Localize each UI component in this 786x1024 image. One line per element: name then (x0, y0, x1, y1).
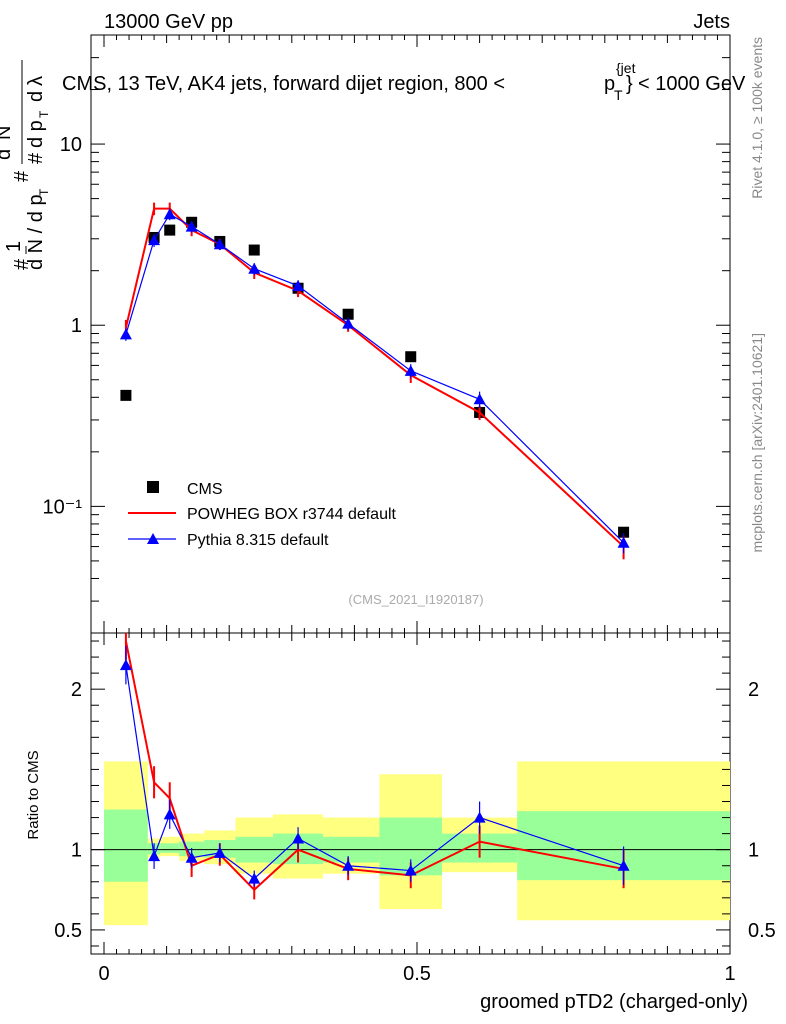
ratio-y-tick-label-left-0: 0.5 (54, 920, 82, 942)
svg-text:λ: λ (25, 76, 47, 86)
svg-text:T: T (37, 110, 51, 118)
main-axis-ticks: 10⁻¹ 1 10 (43, 34, 731, 634)
svg-text:#: # (11, 258, 33, 270)
ratio-ylabel: Ratio to CMS (25, 750, 42, 839)
ratio-pythia-point-10 (617, 859, 630, 871)
pythia-point-7 (342, 317, 355, 329)
ratio-y-tick-label-right-2: 2 (748, 679, 759, 701)
svg-text:d p: d p (25, 120, 47, 148)
x-tick-label-2: 1 (724, 963, 735, 985)
ratio-pythia-point-2 (163, 808, 176, 820)
pythia-point-5 (248, 262, 261, 274)
ratio-pythia-point-3 (185, 851, 198, 863)
ratio-pythia-point-5 (248, 872, 261, 884)
ratio-y-tick-label-right-0: 0.5 (748, 920, 776, 942)
pythia-point-3 (185, 220, 198, 232)
ratio-y-tick-label-left-1: 1 (71, 840, 82, 862)
chart-title: CMS, 13 TeV, AK4 jets, forward dijet reg… (62, 60, 746, 103)
ratio-y-tick-label-left-2: 2 (71, 679, 82, 701)
main-y-tick-label-1: 1 (71, 315, 82, 337)
title-text-pre: CMS, 13 TeV, AK4 jets, forward dijet reg… (62, 73, 505, 95)
title-text-sup: {jet (616, 60, 636, 76)
title-text-post: < 1000 GeV (638, 73, 746, 95)
rivet-version-label: Rivet 4.1.0, ≥ 100k events (749, 37, 765, 199)
pythia-point-9 (473, 393, 486, 405)
band-stat-0 (104, 809, 148, 882)
cms-point-0 (120, 389, 132, 401)
legend-marker-cms (147, 481, 159, 493)
header-energy: 13000 GeV pp (104, 11, 233, 33)
cms-point-2 (164, 224, 176, 236)
band-stat-2 (160, 843, 180, 853)
cms-point-8 (405, 351, 417, 363)
main-series (119, 202, 630, 560)
svg-text:d: d (0, 149, 15, 160)
ratio-pythia-point-8 (404, 864, 417, 876)
ratio-pythia-point-4 (213, 846, 226, 858)
x-tick-label-1: 0.5 (403, 963, 431, 985)
header-category: Jets (693, 11, 730, 33)
legend-label-cms: CMS (187, 481, 223, 498)
legend-label-powheg: POWHEG BOX r3744 default (187, 506, 397, 523)
ratio-pythia-point-9 (473, 811, 486, 823)
pythia-point-0 (119, 328, 132, 340)
title-text-p: p (604, 73, 615, 95)
svg-text:N: N (0, 126, 15, 140)
pythia-point-1 (148, 234, 161, 246)
legend: CMS POWHEG BOX r3744 default Pythia 8.31… (128, 481, 397, 549)
analysis-watermark: (CMS_2021_I1920187) (348, 592, 483, 607)
title-text-close: } (626, 73, 633, 95)
ratio-pythia-point-1 (148, 850, 161, 862)
cms-point-7 (342, 308, 354, 320)
main-y-tick-label-2: 10 (60, 134, 82, 156)
cms-point-10 (618, 526, 630, 538)
uncertainty-bands (91, 761, 730, 926)
x-axis-label: groomed pTD2 (charged-only) (480, 991, 748, 1013)
main-ylabel: # 1 d N / d p T # d 2 N # d p T d λ (0, 60, 51, 270)
title-text-sub: T (614, 87, 623, 103)
ratio-pythia-point-7 (342, 859, 355, 871)
legend-marker-pythia (147, 533, 159, 544)
cms-point-5 (248, 244, 260, 256)
x-tick-label-0: 0 (98, 963, 109, 985)
legend-label-pythia: Pythia 8.315 default (187, 532, 329, 549)
pythia-point-2 (163, 208, 176, 220)
svg-text:2: 2 (0, 141, 3, 148)
pythia-point-8 (404, 364, 417, 376)
pythia-point-10 (617, 536, 630, 548)
svg-text:d: d (25, 91, 47, 102)
main-y-tick-label-0: 10⁻¹ (43, 496, 83, 518)
ratio-pythia-point-6 (292, 832, 305, 844)
svg-text:d N / d p: d N / d p (25, 194, 47, 270)
svg-text:#: # (11, 170, 33, 182)
svg-text:1: 1 (3, 241, 25, 252)
ratio-y-tick-label-right-1: 1 (748, 840, 759, 862)
pythia-point-6 (292, 279, 305, 291)
svg-text:T: T (37, 188, 51, 196)
svg-text:#: # (25, 152, 47, 164)
ratio-axis-ticks: 0 0.5 1 0.5 0.5 1 1 2 2 (54, 633, 776, 985)
ratio-series (119, 633, 630, 900)
ratio-pythia-point-0 (119, 659, 132, 671)
mcplots-label: mcplots.cern.ch [arXiv:2401.10621] (749, 333, 765, 552)
pythia-point-4 (213, 238, 226, 250)
